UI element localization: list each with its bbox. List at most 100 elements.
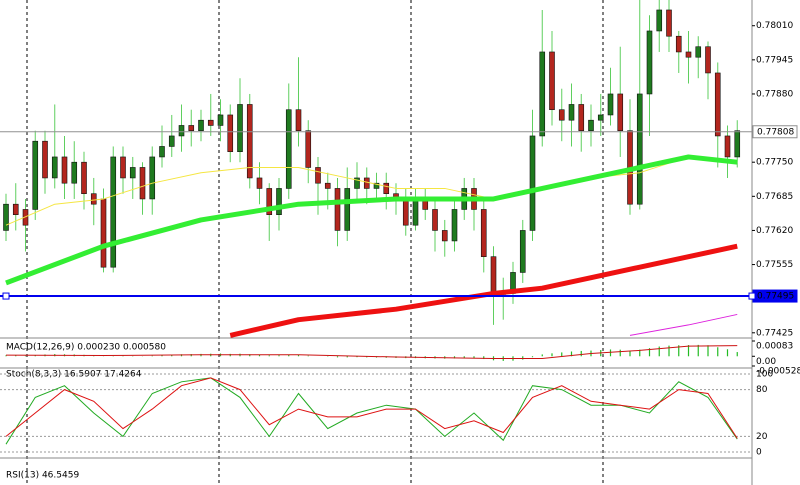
candle-body [51,156,58,179]
candle-body [373,182,380,189]
candle-body [42,140,48,179]
y-tick-label: 0.77425 [756,328,793,338]
candle-body [549,51,555,111]
line-handle [2,292,10,300]
candle-body [636,93,643,205]
separators [26,0,604,485]
y-tick-label: 0.77620 [756,226,793,236]
y-tick-label: 0.77685 [756,192,793,202]
candle-body [354,177,360,189]
candle-body [266,188,273,215]
candle-body [617,93,624,132]
candle-body [81,161,87,194]
y-tick-label: 20 [756,432,768,442]
y-tick-label: 0.77945 [756,55,793,65]
candle-body [324,182,331,189]
candle-body [305,130,312,168]
oscillator-line [5,377,738,445]
candle-body [139,167,146,200]
candle-body [646,30,653,95]
candle-body [558,109,565,121]
moving-average [5,154,738,286]
price-tag-label: 0.77495 [757,292,794,302]
candle-body [159,146,165,158]
y-tick-label: 0.00 [756,357,776,367]
candle-body [217,114,224,126]
candle-body [412,198,419,226]
candle-body [597,114,604,121]
y-tick-label: -0.000528 [756,367,800,377]
moving-average [629,313,738,336]
candle-body [178,125,185,137]
y-tick-label: 0.77555 [756,260,793,270]
candle-body [529,135,536,231]
y-tick-label: 0 [756,448,762,458]
candle-body [285,109,292,189]
candle-body [276,188,282,215]
candle-body [724,135,731,158]
candle-body [295,109,302,132]
candle-body [110,156,117,268]
candle-body [149,156,156,200]
macd-title: MACD(12,26,9) 0.000230 0.000580 [6,343,166,353]
candle-body [100,198,107,268]
candle-body [588,119,594,132]
candle-body [90,193,97,205]
candle-body [695,46,702,58]
candle-body [656,9,663,32]
candle-body [334,188,341,231]
y-tick-label: 0.78010 [756,21,793,31]
candle-body [402,198,409,226]
oscillator-line [5,377,738,439]
candle-body [61,156,68,184]
candle-body [578,104,585,132]
moving-average [5,156,738,226]
candle-body [451,209,458,242]
candle-body [12,203,19,215]
candle-body [607,93,614,116]
candle-body [207,119,214,126]
candle-body [120,156,126,179]
candle-body [383,182,390,194]
candle-body [344,188,351,231]
rsi-title: RSI(13) 46.5459 [6,471,79,481]
candle-body [568,104,575,121]
y-tick-label: 0.77880 [756,89,793,99]
candle-body [734,130,741,158]
candle-body [188,125,195,132]
y-tick-label: 0.00083 [756,342,793,352]
candle-body [519,230,526,273]
candle-body [432,209,438,231]
candle-body [256,177,263,189]
candle-body [246,104,253,179]
candle-body [685,51,692,58]
candle-body [441,230,448,242]
y-tick-label: 0.77750 [756,158,793,168]
candle-body [675,35,682,53]
candle-body [3,203,9,231]
price-tag [752,125,798,139]
candle-body [363,177,370,189]
candle-body [237,104,243,153]
line-handle [748,292,756,300]
y-tick-label: 80 [756,385,768,395]
moving-average [229,243,738,338]
candle-body [32,140,39,210]
panel-borders [0,0,753,485]
candle-body [71,161,78,184]
candle-body [315,167,321,184]
signal-line [5,345,738,359]
candle-body [539,51,546,137]
candle-body [666,9,672,37]
candle-body [129,167,136,179]
price-tag-label: 0.77808 [757,127,794,137]
candle-body [168,135,175,147]
candle-body [490,256,497,294]
candle-body [227,114,234,153]
candle-body [705,46,711,74]
candle-body [480,209,487,257]
candle-body [714,72,721,137]
